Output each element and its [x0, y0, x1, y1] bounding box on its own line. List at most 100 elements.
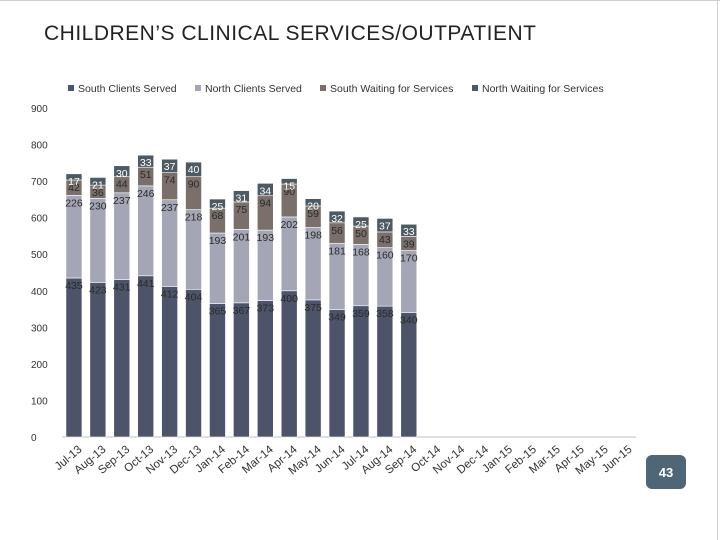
bar-segment — [352, 305, 370, 438]
y-tick-label: 900 — [31, 104, 48, 115]
y-tick-label: 200 — [31, 360, 48, 371]
data-label: 349 — [328, 311, 346, 323]
bar-segment — [304, 198, 322, 207]
bar-segment — [400, 223, 418, 237]
data-label: 358 — [376, 308, 394, 320]
data-label: 74 — [164, 175, 176, 187]
bar-segment — [209, 303, 226, 438]
data-label: 435 — [65, 280, 83, 292]
bar-segment — [376, 305, 394, 438]
bar-segment — [113, 165, 131, 178]
data-label: 42 — [68, 182, 80, 194]
bar-segment — [209, 198, 226, 209]
data-label: 168 — [352, 246, 370, 258]
data-label: 431 — [113, 281, 131, 293]
data-label: 367 — [233, 305, 251, 317]
data-label: 20 — [307, 201, 319, 213]
bar-segment — [376, 218, 394, 233]
legend-swatch — [320, 85, 326, 91]
bar-segment — [256, 300, 274, 438]
data-label: 25 — [212, 201, 224, 213]
legend-label: North Clients Served — [205, 83, 302, 95]
legend-swatch — [472, 85, 478, 91]
data-label: 30 — [116, 168, 128, 180]
y-tick-label: 600 — [31, 214, 48, 225]
y-tick-label: 100 — [31, 396, 48, 407]
data-label: 50 — [355, 228, 367, 240]
data-label: 202 — [280, 219, 298, 231]
legend-label: South Clients Served — [78, 83, 177, 95]
bar-segment — [328, 309, 346, 438]
data-label: 237 — [113, 195, 131, 207]
bar-segment — [185, 161, 202, 178]
data-label: 423 — [89, 284, 107, 296]
data-label: 441 — [137, 278, 155, 290]
data-label: 37 — [164, 161, 176, 173]
data-label: 15 — [283, 181, 295, 193]
y-tick-label: 400 — [31, 287, 48, 298]
data-label: 21 — [92, 179, 104, 191]
bar-segment — [304, 299, 322, 438]
data-label: 201 — [233, 231, 251, 243]
data-label: 43 — [379, 234, 391, 246]
data-label: 56 — [331, 225, 343, 237]
legend-swatch — [68, 85, 74, 91]
data-label: 90 — [283, 186, 295, 198]
slide-right-border — [717, 0, 718, 540]
data-label: 193 — [257, 232, 275, 244]
bar-segment — [256, 183, 274, 197]
bar-segment — [161, 286, 178, 438]
data-label: 160 — [376, 250, 394, 262]
data-label: 246 — [137, 188, 155, 200]
bar-segment — [65, 277, 83, 438]
bar-segment — [89, 282, 107, 438]
data-label: 237 — [161, 202, 179, 214]
data-label: 44 — [116, 179, 128, 191]
data-label: 75 — [236, 204, 248, 216]
data-label: 226 — [65, 197, 83, 209]
data-label: 218 — [185, 212, 203, 224]
data-label: 400 — [280, 293, 298, 305]
data-label: 33 — [140, 157, 152, 169]
data-label: 32 — [331, 213, 343, 225]
bar-segment — [328, 210, 346, 224]
bar-segment — [280, 178, 298, 185]
data-label: 17 — [68, 176, 80, 188]
data-label: 365 — [209, 306, 227, 318]
page-number-badge: 43 — [646, 455, 686, 489]
bar-segment — [89, 177, 107, 186]
data-label: 359 — [352, 308, 370, 320]
data-label: 37 — [379, 220, 391, 232]
y-tick-label: 0 — [31, 433, 37, 444]
legend-label: South Waiting for Services — [330, 83, 453, 95]
page-number: 43 — [658, 464, 674, 480]
data-label: 51 — [140, 169, 152, 181]
bar-segment — [352, 216, 370, 227]
slide-title: CHILDREN’S CLINICAL SERVICES/OUTPATIENT — [44, 22, 537, 45]
data-label: 68 — [212, 210, 224, 222]
bar-segment — [233, 302, 250, 438]
bar-segment — [233, 190, 250, 203]
data-label: 31 — [236, 193, 248, 205]
y-tick-label: 800 — [31, 141, 48, 152]
y-tick-label: 300 — [31, 323, 48, 334]
bar-segment — [400, 312, 418, 438]
bar-segment — [137, 154, 155, 168]
data-label: 40 — [188, 164, 200, 176]
data-label: 94 — [259, 198, 271, 210]
bar-segment — [137, 275, 155, 438]
legend-label: North Waiting for Services — [482, 83, 604, 95]
data-label: 412 — [161, 288, 179, 300]
data-label: 33 — [403, 226, 415, 238]
y-tick-label: 700 — [31, 177, 48, 188]
data-label: 34 — [259, 185, 271, 197]
data-label: 375 — [304, 302, 322, 314]
data-label: 36 — [92, 187, 104, 199]
slide-top-border — [0, 0, 720, 1]
data-label: 39 — [403, 238, 415, 250]
data-label: 373 — [257, 303, 275, 315]
data-label: 404 — [185, 291, 203, 303]
data-label: 59 — [307, 208, 319, 220]
data-label: 193 — [209, 235, 227, 247]
